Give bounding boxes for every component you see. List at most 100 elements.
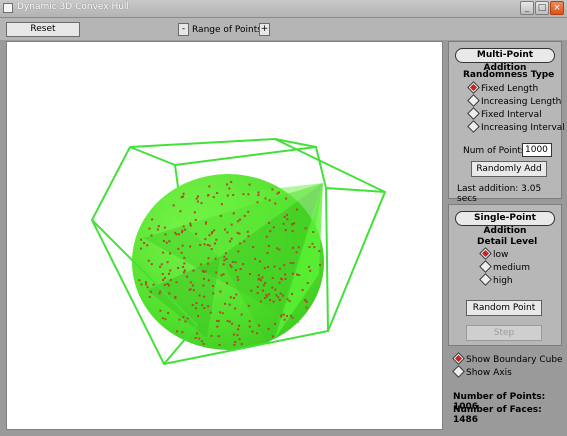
hull-point xyxy=(207,279,210,282)
radio-icon[interactable] xyxy=(452,365,465,378)
hull-point xyxy=(194,337,197,339)
hull-point xyxy=(203,243,206,246)
hull-point xyxy=(140,283,143,286)
random-point-button[interactable]: Random Point xyxy=(466,300,542,316)
hull-point xyxy=(236,334,239,337)
radio-icon[interactable] xyxy=(467,107,480,120)
hull-point xyxy=(166,282,169,285)
hull-point xyxy=(189,281,192,284)
radio-increasing-interval[interactable]: Increasing Interval xyxy=(467,120,565,134)
hull-point xyxy=(254,257,257,260)
single-point-panel: Single-Point Addition Detail Level low m… xyxy=(448,204,562,346)
hull-point xyxy=(243,240,246,243)
radio-selected-icon[interactable] xyxy=(479,247,492,260)
radio-selected-icon[interactable] xyxy=(452,352,465,365)
hull-point xyxy=(236,276,239,279)
hull-point xyxy=(174,231,177,234)
show-axis-toggle[interactable]: Show Axis xyxy=(452,365,512,379)
close-button[interactable]: × xyxy=(550,1,564,15)
hull-point xyxy=(251,330,254,333)
hull-point xyxy=(207,257,210,260)
radio-selected-icon[interactable] xyxy=(467,81,480,94)
radio-icon[interactable] xyxy=(479,273,492,286)
hull-point xyxy=(195,232,198,235)
radio-fixed-length[interactable]: Fixed Length xyxy=(467,81,538,95)
hull-point xyxy=(202,270,205,273)
hull-point xyxy=(271,188,274,191)
hull-point xyxy=(248,273,251,275)
hull-point xyxy=(200,202,203,205)
hull-point xyxy=(237,250,240,253)
radio-detail-high[interactable]: high xyxy=(479,273,513,287)
hull-point xyxy=(183,262,186,265)
hull-point xyxy=(276,247,279,250)
hull-point xyxy=(286,315,288,318)
window-titlebar[interactable]: Dynamic 3D Convex Hull _ □ × xyxy=(0,0,567,18)
hull-point xyxy=(278,267,281,270)
hull-point xyxy=(210,248,213,250)
number-of-points-text: Number of Points: 1006 xyxy=(453,392,546,412)
hull-point xyxy=(298,274,301,276)
hull-point xyxy=(285,197,288,200)
hull-point xyxy=(159,265,162,268)
randomly-add-button[interactable]: Randomly Add xyxy=(471,161,547,177)
radio-detail-low[interactable]: low xyxy=(479,247,508,261)
hull-point xyxy=(265,295,268,298)
hull-point xyxy=(268,293,271,296)
hull-point xyxy=(167,312,170,315)
hull-point xyxy=(192,269,195,272)
hull-point xyxy=(152,283,155,286)
hull-point xyxy=(169,269,172,272)
radio-icon[interactable] xyxy=(467,120,480,133)
num-points-input[interactable]: 1000 xyxy=(522,143,552,157)
hull-point xyxy=(196,200,199,203)
hull-point xyxy=(201,304,204,307)
radio-increasing-length[interactable]: Increasing Length xyxy=(467,94,561,108)
hull-point xyxy=(165,241,168,244)
hull-point xyxy=(265,294,268,297)
hull-point xyxy=(236,231,239,234)
hull-point xyxy=(248,183,251,186)
increase-range-button[interactable]: + xyxy=(259,23,270,36)
hull-point xyxy=(228,303,231,306)
hull-point xyxy=(186,275,189,278)
hull-point xyxy=(148,296,151,298)
radio-fixed-interval[interactable]: Fixed Interval xyxy=(467,107,542,121)
hull-point xyxy=(276,192,279,195)
hull-canvas[interactable] xyxy=(7,42,443,430)
hull-point xyxy=(277,296,280,299)
hull-point xyxy=(257,194,260,197)
decrease-range-button[interactable]: - xyxy=(178,23,189,36)
hull-point xyxy=(267,245,270,247)
hull-point xyxy=(319,264,322,266)
hull-point xyxy=(180,251,183,254)
hull-point xyxy=(305,300,308,303)
hull-point xyxy=(226,183,229,186)
hull-point xyxy=(205,222,207,225)
hull-point xyxy=(160,263,163,266)
num-points-label: Num of Points xyxy=(463,146,526,156)
hull-point xyxy=(233,343,236,346)
hull-point xyxy=(271,335,274,338)
hull-point xyxy=(208,185,211,188)
hull-point xyxy=(285,213,288,216)
radio-icon[interactable] xyxy=(479,260,492,273)
hull-point xyxy=(295,251,298,254)
maximize-button[interactable]: □ xyxy=(535,1,549,15)
show-boundary-cube-toggle[interactable]: Show Boundary Cube xyxy=(452,352,563,366)
hull-point xyxy=(147,259,150,262)
hull-point xyxy=(238,218,241,221)
hull-point xyxy=(210,232,213,235)
3d-viewport[interactable] xyxy=(6,41,443,430)
hull-point xyxy=(214,257,217,260)
minimize-button[interactable]: _ xyxy=(520,1,534,15)
reset-button[interactable]: Reset xyxy=(6,22,80,37)
radio-detail-medium[interactable]: medium xyxy=(479,260,530,274)
hull-point xyxy=(284,229,287,232)
randomness-type-label: Randomness Type xyxy=(463,70,555,80)
step-button[interactable]: Step xyxy=(466,325,542,341)
radio-icon[interactable] xyxy=(467,94,480,107)
hull-point xyxy=(203,277,205,280)
hull-point xyxy=(234,341,237,343)
hull-point xyxy=(312,231,315,233)
